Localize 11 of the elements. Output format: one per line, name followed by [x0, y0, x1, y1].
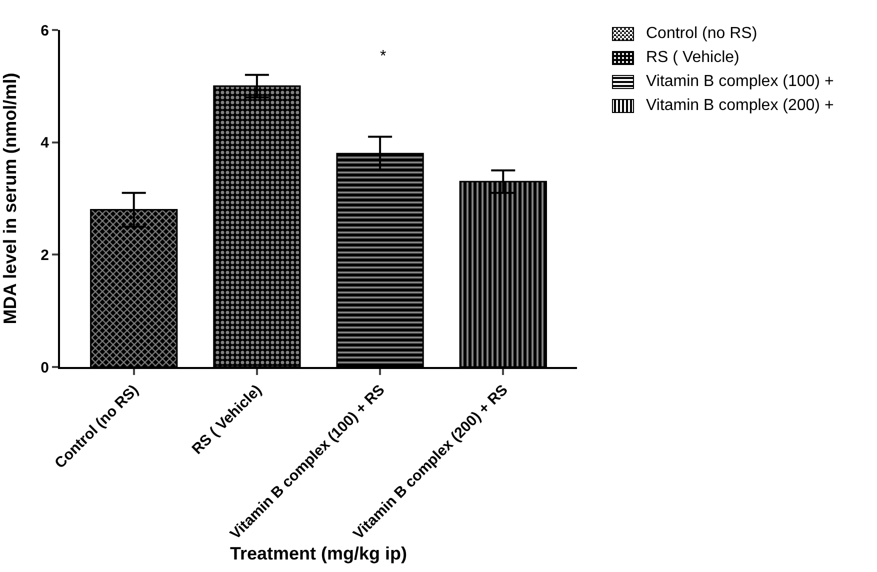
legend-label: Control (no RS) — [646, 25, 758, 43]
legend-label: Vitamin B complex (100) + — [646, 73, 834, 91]
y-tick-label: 0 — [40, 359, 49, 376]
annotation: * — [380, 48, 386, 65]
y-tick-label: 6 — [40, 22, 49, 40]
legend-label: RS ( Vehicle) — [646, 49, 740, 67]
y-tick-label: 2 — [40, 246, 49, 264]
y-tick-label: 4 — [40, 134, 50, 152]
y-axis-title: MDA level in serum (nmol/ml) — [0, 72, 20, 324]
x-axis-title: Treatment (mg/kg ip) — [230, 543, 408, 564]
legend-label: Vitamin B complex (200) + — [646, 97, 834, 115]
